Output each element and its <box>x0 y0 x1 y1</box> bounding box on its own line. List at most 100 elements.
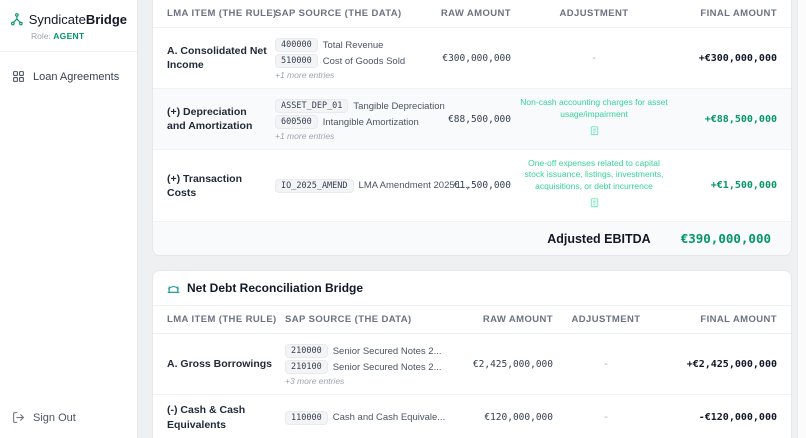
table-header-row: LMA ITEM (THE RULE) SAP SOURCE (THE DATA… <box>153 0 791 28</box>
sap-source-cell: 400000 Total Revenue 510000 Cost of Goods … <box>275 36 415 80</box>
final-amount: -€120,000,000 <box>698 412 777 424</box>
table-row: A. Consolidated Net Income 400000 Total R… <box>153 28 791 89</box>
sap-code-tag: 210100 <box>285 360 328 375</box>
sap-entry: 600500 Intangible Amortization <box>275 115 419 129</box>
table-row: (+) Depreciation and Amortization ASSET_… <box>153 89 791 150</box>
final-amount: +€300,000,000 <box>698 52 777 64</box>
col-adjustment: ADJUSTMENT <box>571 314 641 326</box>
sap-entry: 210100 Senior Secured Notes 2... <box>285 360 445 375</box>
table-row: A. Gross Borrowings 210000 Senior Secured… <box>153 334 791 396</box>
adjustment-note: Non-cash accounting charges for asset us… <box>520 97 668 119</box>
lma-item: (+) Depreciation and Amortization <box>167 105 253 132</box>
col-adjustment: ADJUSTMENT <box>559 8 629 19</box>
sidebar-divider <box>0 51 137 52</box>
adjustment-cell: - <box>604 412 608 424</box>
sap-entry-label: Cost of Goods Sold <box>322 55 406 67</box>
sap-entry: 110000 Cash and Cash Equivale... <box>285 410 446 425</box>
brand-prefix: Syndicate <box>28 12 86 27</box>
adjustment-cell: - <box>592 52 596 64</box>
raw-amount: €88,500,000 <box>448 113 511 125</box>
card-title-bar: Net Debt Reconciliation Bridge <box>153 271 791 305</box>
footer-value: €390,000,000 <box>680 231 771 247</box>
role-value: AGENT <box>53 31 85 41</box>
sap-source-cell: 210000 Senior Secured Notes 2... 210100 Se… <box>285 342 445 386</box>
sign-out-button[interactable]: Sign Out <box>0 401 137 438</box>
lma-item: A. Consolidated Net Income <box>167 44 267 71</box>
sap-entry: 400000 Total Revenue <box>275 38 415 52</box>
sap-code-tag: 510000 <box>275 54 318 68</box>
sidebar-item-loan-agreements[interactable]: Loan Agreements <box>0 62 137 91</box>
sap-entry-label: Senior Secured Notes 2... <box>332 345 442 357</box>
brand: SyndicateBridge <box>0 0 137 29</box>
sap-entry-label: Total Revenue <box>322 39 384 51</box>
adjustment-note: One-off expenses related to capital stoc… <box>524 158 664 191</box>
sap-entry: IO_2025_AMEND LMA Amendment 2025 L... <box>275 178 471 193</box>
nav-item-label: Loan Agreements <box>33 70 120 83</box>
sign-out-icon <box>13 412 24 423</box>
sap-source-cell: IO_2025_AMEND LMA Amendment 2025 L... <box>275 177 471 195</box>
lma-item: (-) Cash & Cash Equivalents <box>167 404 246 431</box>
adjustment-note-icon[interactable] <box>589 123 600 141</box>
sap-entry-label: LMA Amendment 2025 L... <box>358 180 471 192</box>
final-amount: +€88,500,000 <box>704 113 777 125</box>
lma-item: A. Gross Borrowings <box>167 358 273 371</box>
raw-amount: €300,000,000 <box>442 52 511 64</box>
more-entries-link[interactable]: +3 more entries <box>285 376 345 387</box>
grid-icon <box>13 71 24 82</box>
col-final-amount: FINAL AMOUNT <box>700 314 777 326</box>
sidebar: SyndicateBridge Role: AGENT Loan Agreeme… <box>0 0 138 438</box>
more-entries-link[interactable]: +1 more entries <box>275 131 335 141</box>
raw-amount: €1,500,000 <box>453 180 511 192</box>
col-sap-source: SAP SOURCE (THE DATA) <box>285 314 412 326</box>
sap-code-tag: 210000 <box>285 344 328 359</box>
ebitda-footer: Adjusted EBITDA €390,000,000 <box>153 222 791 256</box>
col-lma-item: LMA ITEM (THE RULE) <box>167 314 277 326</box>
footer-label: Adjusted EBITDA <box>547 231 651 246</box>
branch-logo-icon <box>11 13 23 26</box>
sap-code-tag: ASSET_DEP_01 <box>275 99 349 113</box>
brand-suffix: Bridge <box>85 12 127 27</box>
raw-amount: €2,425,000,000 <box>472 358 553 370</box>
col-sap-source: SAP SOURCE (THE DATA) <box>275 8 402 19</box>
sap-entry: 510000 Cost of Goods Sold <box>275 54 415 68</box>
raw-amount: €120,000,000 <box>484 412 553 424</box>
sap-entry-label: Senior Secured Notes 2... <box>332 361 442 373</box>
sap-source-cell: 110000 Cash and Cash Equivale... <box>285 409 445 427</box>
sap-code-tag: IO_2025_AMEND <box>275 178 354 193</box>
final-amount: +€1,500,000 <box>710 180 777 192</box>
brand-name: SyndicateBridge <box>29 12 127 27</box>
sap-code-tag: 110000 <box>285 410 328 425</box>
final-amount: +€2,425,000,000 <box>686 358 777 370</box>
col-lma-item: LMA ITEM (THE RULE) <box>167 8 277 19</box>
table-header-row: LMA ITEM (THE RULE) SAP SOURCE (THE DATA… <box>153 305 791 335</box>
adjustment-note-icon[interactable] <box>589 195 600 213</box>
ebitda-bridge-card: LMA ITEM (THE RULE) SAP SOURCE (THE DATA… <box>152 0 792 257</box>
sap-entry: ASSET_DEP_01 Tangible Depreciation <box>275 99 445 113</box>
col-raw-amount: RAW AMOUNT <box>440 8 511 19</box>
sap-entry-label: Intangible Amortization <box>322 116 419 128</box>
card-title: Net Debt Reconciliation Bridge <box>187 281 364 296</box>
sap-entry: 210000 Senior Secured Notes 2... <box>285 344 445 359</box>
lma-item: (+) Transaction Costs <box>167 172 242 199</box>
more-entries-link[interactable]: +1 more entries <box>275 70 335 80</box>
scrollbar[interactable] <box>797 0 806 438</box>
sap-entry-label: Cash and Cash Equivale... <box>332 412 446 424</box>
main-content: LMA ITEM (THE RULE) SAP SOURCE (THE DATA… <box>138 0 806 438</box>
adjustment-cell: One-off expenses related to capital stoc… <box>519 158 669 213</box>
sap-source-cell: ASSET_DEP_01 Tangible Depreciation 600500… <box>275 97 445 141</box>
role-badge: Role: AGENT <box>0 29 137 51</box>
col-final-amount: FINAL AMOUNT <box>700 8 777 19</box>
sap-code-tag: 600500 <box>275 115 318 129</box>
table-row: (+) Transaction Costs IO_2025_AMEND LMA A… <box>153 150 791 223</box>
adjustment-cell: - <box>604 358 608 370</box>
table-row: (-) Cash & Cash Equivalents 110000 Cash a… <box>153 395 791 438</box>
sign-out-label: Sign Out <box>33 411 76 424</box>
adjustment-cell: Non-cash accounting charges for asset us… <box>519 97 669 141</box>
role-label: Role: <box>31 31 51 41</box>
col-raw-amount: RAW AMOUNT <box>482 314 553 326</box>
sap-entry-label: Tangible Depreciation <box>353 100 445 112</box>
bridge-icon <box>167 285 180 293</box>
sap-code-tag: 400000 <box>275 38 318 52</box>
net-debt-card: Net Debt Reconciliation Bridge LMA ITEM … <box>152 270 792 438</box>
